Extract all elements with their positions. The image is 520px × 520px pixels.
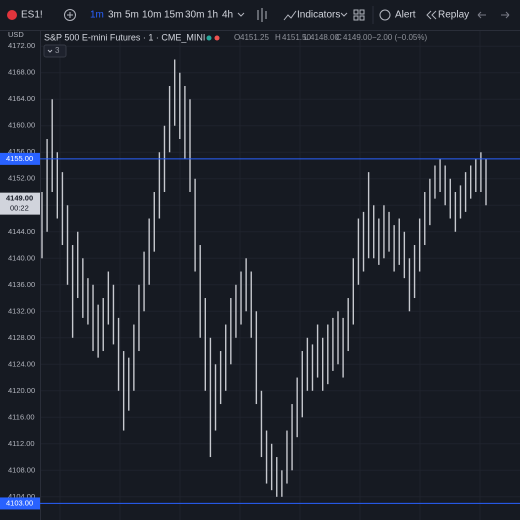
y-tick-label: 4156.00 bbox=[8, 147, 35, 156]
price-line-label: 4155.00 bbox=[6, 154, 33, 163]
interval[interactable]: 15m bbox=[164, 10, 183, 21]
close-key: C bbox=[336, 33, 342, 42]
currency[interactable]: USD bbox=[8, 30, 24, 39]
interval[interactable]: 1m bbox=[90, 10, 104, 21]
badge-count: 3 bbox=[55, 46, 60, 55]
y-tick-label: 4172.00 bbox=[8, 41, 35, 50]
y-tick-label: 4132.00 bbox=[8, 306, 35, 315]
close: 4149.00 bbox=[343, 33, 372, 42]
y-tick-label: 4108.00 bbox=[8, 465, 35, 474]
high: 4151.50 bbox=[282, 33, 311, 42]
interval[interactable]: 4h bbox=[222, 10, 233, 21]
indicators-icon[interactable] bbox=[283, 10, 297, 21]
price-line-label-box bbox=[0, 152, 40, 165]
symbol[interactable]: ES1! bbox=[21, 10, 43, 21]
interval[interactable]: 1h bbox=[207, 10, 218, 21]
low: 4148.00 bbox=[310, 33, 339, 42]
change: −2.00 (−0.05%) bbox=[372, 33, 427, 42]
status-dot bbox=[214, 35, 220, 41]
price-line-label-box bbox=[0, 497, 40, 510]
y-tick-label: 4116.00 bbox=[8, 412, 35, 421]
chart-title: S&P 500 E-mini Futures · 1 · CME_MINI bbox=[44, 32, 205, 42]
countdown: 00:22 bbox=[10, 204, 29, 213]
y-tick-label: 4124.00 bbox=[8, 359, 35, 368]
y-tick-label: 4164.00 bbox=[8, 94, 35, 103]
y-tick-label: 4168.00 bbox=[8, 68, 35, 77]
symbol-icon[interactable] bbox=[7, 10, 17, 20]
toolbar bbox=[0, 0, 520, 30]
y-tick-label: 4128.00 bbox=[8, 333, 35, 342]
high-key: H bbox=[275, 33, 281, 42]
interval[interactable]: 30m bbox=[185, 10, 204, 21]
y-tick-label: 4136.00 bbox=[8, 280, 35, 289]
y-tick-label: 4160.00 bbox=[8, 121, 35, 130]
interval-menu[interactable] bbox=[237, 12, 245, 17]
low-key: L bbox=[304, 33, 309, 42]
y-tick-label: 4104.00 bbox=[8, 492, 35, 501]
undo[interactable] bbox=[477, 11, 486, 19]
y-tick-label: 4152.00 bbox=[8, 174, 35, 183]
alert[interactable]: Alert bbox=[395, 10, 416, 21]
y-tick-label: 4144.00 bbox=[8, 227, 35, 236]
open: 4151.25 bbox=[240, 33, 269, 42]
interval[interactable]: 10m bbox=[142, 10, 161, 21]
indicator-badge[interactable] bbox=[43, 44, 67, 58]
add-icon bbox=[67, 12, 73, 18]
status-dot bbox=[206, 35, 212, 41]
y-tick-label: 4120.00 bbox=[8, 386, 35, 395]
add-symbol[interactable] bbox=[64, 9, 76, 21]
indicators[interactable]: Indicators bbox=[297, 10, 340, 21]
last-price-box bbox=[0, 192, 40, 215]
open-key: O bbox=[234, 33, 240, 42]
y-tick-label: 4140.00 bbox=[8, 253, 35, 262]
redo[interactable] bbox=[501, 11, 510, 19]
y-tick-label: 4112.00 bbox=[8, 439, 35, 448]
replay[interactable]: Replay bbox=[438, 10, 469, 21]
price-line-label: 4103.00 bbox=[6, 498, 33, 507]
badge-chevron bbox=[47, 49, 53, 53]
replay-icon[interactable] bbox=[426, 10, 437, 20]
indicators-menu[interactable] bbox=[340, 12, 348, 17]
interval[interactable]: 3m bbox=[108, 10, 122, 21]
last-price: 4149.00 bbox=[6, 194, 33, 203]
chart-type[interactable] bbox=[257, 8, 267, 22]
interval[interactable]: 5m bbox=[125, 10, 139, 21]
alert-icon[interactable] bbox=[379, 9, 391, 21]
layout-icon[interactable] bbox=[353, 9, 365, 21]
